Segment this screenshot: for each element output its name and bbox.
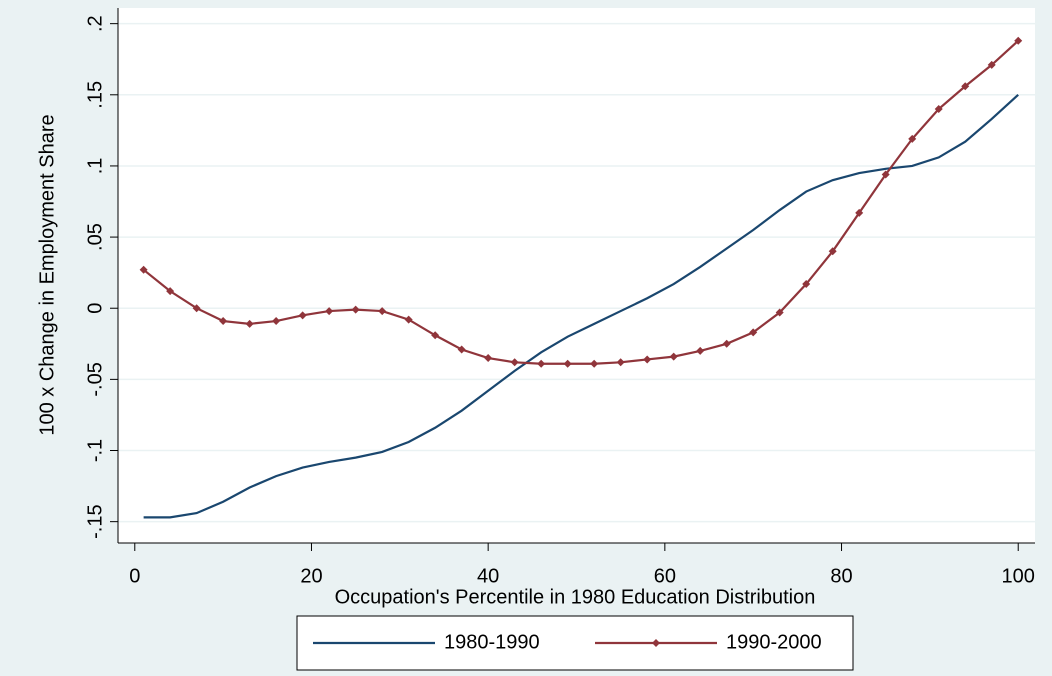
series-line [142, 39, 1019, 365]
y-axis-title: 100 x Change in Employment Share [36, 114, 58, 435]
marker [961, 82, 970, 91]
marker [404, 315, 413, 324]
marker [457, 345, 466, 354]
marker [431, 331, 440, 340]
y-tick-label: .05 [84, 223, 106, 251]
marker [245, 319, 254, 328]
marker [828, 247, 837, 256]
marker [272, 317, 281, 326]
marker [192, 304, 201, 313]
marker [166, 287, 175, 296]
marker [378, 307, 387, 316]
marker [510, 358, 519, 367]
x-tick-label: 0 [129, 565, 140, 587]
marker [1014, 36, 1023, 45]
marker [616, 358, 625, 367]
marker [139, 265, 148, 274]
marker [669, 352, 678, 361]
marker [722, 339, 731, 348]
marker [775, 308, 784, 317]
marker [325, 307, 334, 316]
series-line [143, 93, 1019, 519]
y-tick-label: .2 [84, 15, 106, 32]
marker [219, 317, 228, 326]
x-tick-label: 80 [830, 565, 852, 587]
y-tick-label: 0 [84, 303, 106, 314]
y-tick-label: -.15 [84, 504, 106, 538]
x-tick-label: 20 [300, 565, 322, 587]
marker [537, 359, 546, 368]
legend-marker [652, 639, 660, 647]
marker [590, 359, 599, 368]
marker [749, 328, 758, 337]
x-tick-label: 100 [1002, 565, 1035, 587]
marker [908, 134, 917, 143]
marker [987, 60, 996, 69]
marker [643, 355, 652, 364]
x-tick-label: 40 [477, 565, 499, 587]
marker [563, 359, 572, 368]
marker [881, 170, 890, 179]
marker [934, 105, 943, 114]
marker [802, 280, 811, 289]
y-tick-label: .15 [84, 81, 106, 109]
marker [298, 311, 307, 320]
legend-label: 1980-1990 [444, 631, 540, 653]
y-tick-label: -.05 [84, 362, 106, 396]
y-tick-label: -.1 [84, 439, 106, 462]
marker [351, 305, 360, 314]
marker [484, 354, 493, 363]
x-tick-label: 60 [654, 565, 676, 587]
y-tick-label: .1 [84, 158, 106, 175]
marker [855, 208, 864, 217]
marker [696, 346, 705, 355]
legend-label: 1990-2000 [726, 631, 822, 653]
plot-area [118, 8, 1035, 543]
x-axis-title: Occupation's Percentile in 1980 Educatio… [335, 586, 816, 608]
